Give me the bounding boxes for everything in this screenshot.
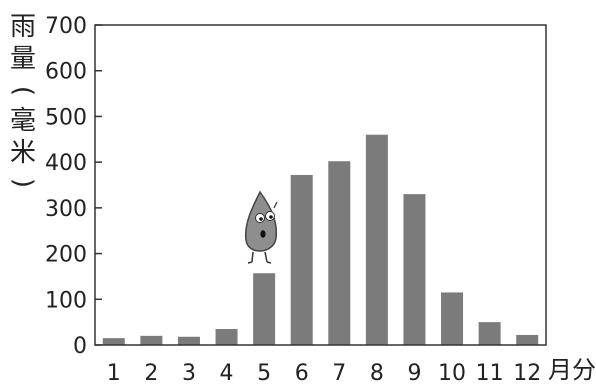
bar-month-3 [177,336,200,345]
y-tick-label: 700 [45,14,87,39]
bar-month-5 [253,273,276,345]
raindrop-mascot [244,190,278,264]
y-axis-label-char: 米 [9,138,36,168]
bar-month-8 [365,134,388,345]
x-tick-label: 11 [476,361,504,385]
bar-month-11 [478,322,501,345]
bar-month-6 [290,174,313,345]
x-tick-label: 9 [407,361,421,385]
x-tick-label: 8 [370,361,384,385]
x-tick-label: 3 [182,361,196,385]
y-tick-label: 100 [45,288,87,313]
bar-month-9 [403,194,426,345]
y-axis-label-char: 雨 [9,12,36,42]
bar-month-4 [215,329,238,345]
x-tick-label: 2 [144,361,158,385]
bar-month-1 [102,338,125,345]
bar-month-10 [441,292,464,345]
bar-month-7 [328,161,351,345]
x-tick-label: 1 [107,361,121,385]
x-tick-label: 10 [438,361,466,385]
y-tick-label: 300 [45,197,87,222]
x-axis-label: 月分 [548,356,596,384]
x-tick-label: 12 [513,361,541,385]
bar-month-2 [140,335,163,345]
y-tick-label: 400 [45,151,87,176]
x-tick-label: 6 [295,361,309,385]
y-tick-label: 200 [45,243,87,268]
x-tick-label: 5 [257,361,271,385]
bar-month-12 [516,334,539,345]
plot-frame [94,24,547,346]
y-tick-label: 0 [73,334,87,359]
y-tick-label: 600 [45,60,87,85]
y-tick-label: 500 [45,105,87,130]
x-tick-label: 4 [220,361,234,385]
x-tick-label: 7 [332,361,346,385]
y-axis-label-char: 量 [9,44,36,74]
y-axis-label-char: 毫 [9,106,36,136]
